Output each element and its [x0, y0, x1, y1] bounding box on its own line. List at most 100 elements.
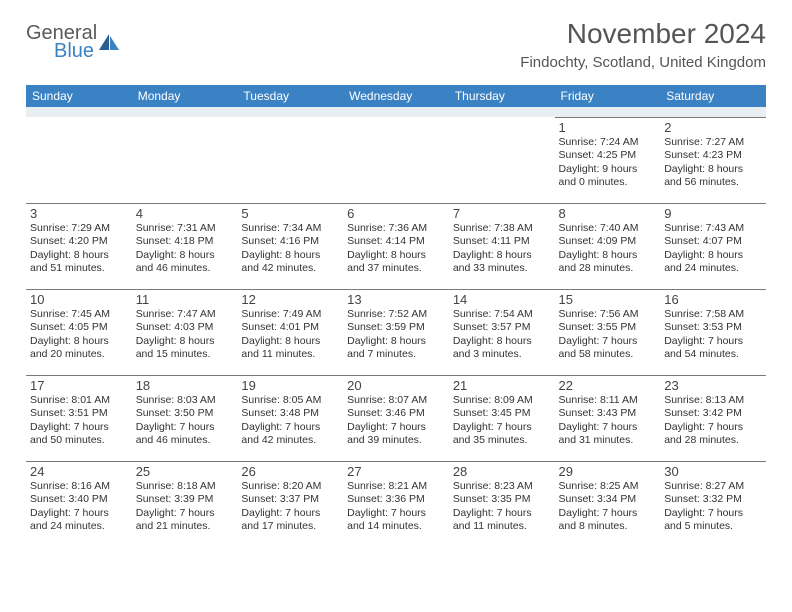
day-details: Sunrise: 7:49 AMSunset: 4:01 PMDaylight:… [241, 308, 339, 363]
day-day2: and 56 minutes. [664, 176, 762, 190]
dow-thursday: Thursday [449, 85, 555, 107]
day-day1: Daylight: 7 hours [664, 507, 762, 521]
day-day2: and 15 minutes. [136, 348, 234, 362]
day-day1: Daylight: 8 hours [241, 335, 339, 349]
day-details: Sunrise: 8:18 AMSunset: 3:39 PMDaylight:… [136, 480, 234, 535]
day-sunrise: Sunrise: 7:43 AM [664, 222, 762, 236]
day-sunrise: Sunrise: 8:23 AM [453, 480, 551, 494]
day-sunset: Sunset: 3:59 PM [347, 321, 445, 335]
day-number: 12 [241, 292, 339, 307]
day-details: Sunrise: 8:21 AMSunset: 3:36 PMDaylight:… [347, 480, 445, 535]
day-sunrise: Sunrise: 8:11 AM [559, 394, 657, 408]
day-sunset: Sunset: 4:20 PM [30, 235, 128, 249]
day-day2: and 17 minutes. [241, 520, 339, 534]
day-sunset: Sunset: 4:07 PM [664, 235, 762, 249]
day-details: Sunrise: 8:20 AMSunset: 3:37 PMDaylight:… [241, 480, 339, 535]
day-of-week-row: Sunday Monday Tuesday Wednesday Thursday… [26, 85, 766, 107]
brand-logo: General Blue [26, 18, 119, 60]
day-sunset: Sunset: 4:25 PM [559, 149, 657, 163]
brand-text: General Blue [26, 24, 97, 60]
day-sunrise: Sunrise: 7:36 AM [347, 222, 445, 236]
day-details: Sunrise: 7:52 AMSunset: 3:59 PMDaylight:… [347, 308, 445, 363]
day-number: 4 [136, 206, 234, 221]
day-cell: 26Sunrise: 8:20 AMSunset: 3:37 PMDayligh… [237, 461, 343, 547]
day-day2: and 24 minutes. [30, 520, 128, 534]
day-details: Sunrise: 8:25 AMSunset: 3:34 PMDaylight:… [559, 480, 657, 535]
day-cell: 13Sunrise: 7:52 AMSunset: 3:59 PMDayligh… [343, 289, 449, 375]
day-day2: and 46 minutes. [136, 434, 234, 448]
week-row: 3Sunrise: 7:29 AMSunset: 4:20 PMDaylight… [26, 203, 766, 289]
day-day2: and 28 minutes. [664, 434, 762, 448]
day-details: Sunrise: 7:24 AMSunset: 4:25 PMDaylight:… [559, 136, 657, 191]
day-sunset: Sunset: 3:45 PM [453, 407, 551, 421]
calendar-table: Sunday Monday Tuesday Wednesday Thursday… [26, 85, 766, 547]
day-day1: Daylight: 7 hours [136, 507, 234, 521]
week-row: 1Sunrise: 7:24 AMSunset: 4:25 PMDaylight… [26, 117, 766, 203]
day-sunrise: Sunrise: 7:45 AM [30, 308, 128, 322]
day-day1: Daylight: 8 hours [453, 249, 551, 263]
day-cell: 25Sunrise: 8:18 AMSunset: 3:39 PMDayligh… [132, 461, 238, 547]
day-cell: 16Sunrise: 7:58 AMSunset: 3:53 PMDayligh… [660, 289, 766, 375]
day-details: Sunrise: 7:38 AMSunset: 4:11 PMDaylight:… [453, 222, 551, 277]
day-day2: and 20 minutes. [30, 348, 128, 362]
day-number: 26 [241, 464, 339, 479]
week-row: 10Sunrise: 7:45 AMSunset: 4:05 PMDayligh… [26, 289, 766, 375]
day-day2: and 28 minutes. [559, 262, 657, 276]
day-cell: 22Sunrise: 8:11 AMSunset: 3:43 PMDayligh… [555, 375, 661, 461]
day-day1: Daylight: 8 hours [347, 335, 445, 349]
day-sunrise: Sunrise: 8:09 AM [453, 394, 551, 408]
day-sunrise: Sunrise: 7:27 AM [664, 136, 762, 150]
day-day1: Daylight: 8 hours [30, 249, 128, 263]
day-cell [237, 117, 343, 203]
day-day1: Daylight: 7 hours [347, 421, 445, 435]
day-sunrise: Sunrise: 7:58 AM [664, 308, 762, 322]
day-sunset: Sunset: 4:18 PM [136, 235, 234, 249]
day-day2: and 42 minutes. [241, 262, 339, 276]
day-day2: and 3 minutes. [453, 348, 551, 362]
day-number: 16 [664, 292, 762, 307]
day-cell [343, 117, 449, 203]
day-cell: 15Sunrise: 7:56 AMSunset: 3:55 PMDayligh… [555, 289, 661, 375]
day-details: Sunrise: 7:29 AMSunset: 4:20 PMDaylight:… [30, 222, 128, 277]
day-sunrise: Sunrise: 8:07 AM [347, 394, 445, 408]
day-day2: and 54 minutes. [664, 348, 762, 362]
week-row: 24Sunrise: 8:16 AMSunset: 3:40 PMDayligh… [26, 461, 766, 547]
day-sunset: Sunset: 4:23 PM [664, 149, 762, 163]
day-day2: and 11 minutes. [241, 348, 339, 362]
day-sunset: Sunset: 3:34 PM [559, 493, 657, 507]
day-sunset: Sunset: 3:37 PM [241, 493, 339, 507]
day-sunset: Sunset: 3:48 PM [241, 407, 339, 421]
day-sunrise: Sunrise: 8:25 AM [559, 480, 657, 494]
day-day2: and 31 minutes. [559, 434, 657, 448]
day-number: 6 [347, 206, 445, 221]
day-cell [132, 117, 238, 203]
day-day2: and 39 minutes. [347, 434, 445, 448]
title-block: November 2024 Findochty, Scotland, Unite… [520, 18, 766, 71]
day-cell: 27Sunrise: 8:21 AMSunset: 3:36 PMDayligh… [343, 461, 449, 547]
day-sunrise: Sunrise: 7:34 AM [241, 222, 339, 236]
day-sunrise: Sunrise: 7:29 AM [30, 222, 128, 236]
day-cell: 29Sunrise: 8:25 AMSunset: 3:34 PMDayligh… [555, 461, 661, 547]
day-sunset: Sunset: 4:14 PM [347, 235, 445, 249]
day-details: Sunrise: 7:58 AMSunset: 3:53 PMDaylight:… [664, 308, 762, 363]
day-details: Sunrise: 7:54 AMSunset: 3:57 PMDaylight:… [453, 308, 551, 363]
day-day1: Daylight: 8 hours [664, 163, 762, 177]
day-sunrise: Sunrise: 7:49 AM [241, 308, 339, 322]
day-cell: 8Sunrise: 7:40 AMSunset: 4:09 PMDaylight… [555, 203, 661, 289]
day-sunset: Sunset: 4:03 PM [136, 321, 234, 335]
day-cell: 11Sunrise: 7:47 AMSunset: 4:03 PMDayligh… [132, 289, 238, 375]
day-day2: and 11 minutes. [453, 520, 551, 534]
day-day2: and 50 minutes. [30, 434, 128, 448]
day-day1: Daylight: 8 hours [30, 335, 128, 349]
day-details: Sunrise: 7:27 AMSunset: 4:23 PMDaylight:… [664, 136, 762, 191]
day-sunrise: Sunrise: 8:27 AM [664, 480, 762, 494]
day-number: 1 [559, 120, 657, 135]
day-sunrise: Sunrise: 7:31 AM [136, 222, 234, 236]
day-number: 17 [30, 378, 128, 393]
day-number: 13 [347, 292, 445, 307]
day-details: Sunrise: 8:13 AMSunset: 3:42 PMDaylight:… [664, 394, 762, 449]
day-number: 20 [347, 378, 445, 393]
day-number: 23 [664, 378, 762, 393]
day-details: Sunrise: 8:05 AMSunset: 3:48 PMDaylight:… [241, 394, 339, 449]
day-number: 22 [559, 378, 657, 393]
